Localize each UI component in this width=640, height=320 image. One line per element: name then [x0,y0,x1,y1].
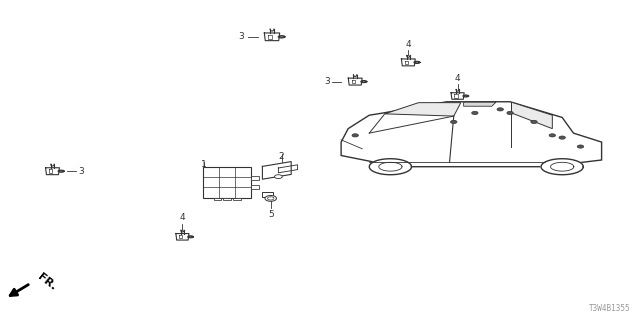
Text: 3: 3 [324,77,330,86]
Polygon shape [385,103,461,116]
Polygon shape [463,102,496,106]
Circle shape [472,111,478,115]
Text: 3: 3 [239,32,244,41]
Polygon shape [45,168,60,175]
Text: 3: 3 [78,167,84,176]
Bar [251,176,259,180]
Circle shape [549,134,556,137]
Polygon shape [176,234,189,240]
Bar [251,185,259,189]
Bar [262,192,273,197]
Bar [223,197,231,200]
Polygon shape [188,236,193,238]
Text: FR.: FR. [36,272,58,292]
Bar [214,197,221,200]
Polygon shape [414,61,420,63]
Text: 2: 2 [279,152,284,161]
Polygon shape [541,159,583,175]
Text: 4: 4 [406,40,411,49]
Polygon shape [369,159,412,175]
Circle shape [531,120,537,124]
Polygon shape [58,170,64,172]
Polygon shape [511,102,552,129]
Bar [204,167,251,197]
Text: 1: 1 [201,160,206,169]
Polygon shape [451,93,464,99]
Text: 4: 4 [180,213,185,222]
Polygon shape [341,102,602,167]
Text: T3W4B1355: T3W4B1355 [589,304,630,313]
Circle shape [577,145,584,148]
Text: 5: 5 [268,210,273,219]
Circle shape [265,196,276,201]
Polygon shape [262,162,291,179]
Circle shape [352,134,358,137]
Bar [233,197,241,200]
Circle shape [275,175,282,179]
Polygon shape [463,95,468,97]
Circle shape [451,120,457,124]
Polygon shape [348,78,362,85]
Circle shape [559,136,565,139]
Polygon shape [401,59,415,66]
Polygon shape [278,165,298,173]
Circle shape [507,111,513,115]
Polygon shape [264,33,280,41]
Circle shape [268,197,274,200]
Polygon shape [278,36,285,38]
Circle shape [497,108,504,111]
Text: 4: 4 [455,74,460,83]
Polygon shape [361,81,367,83]
